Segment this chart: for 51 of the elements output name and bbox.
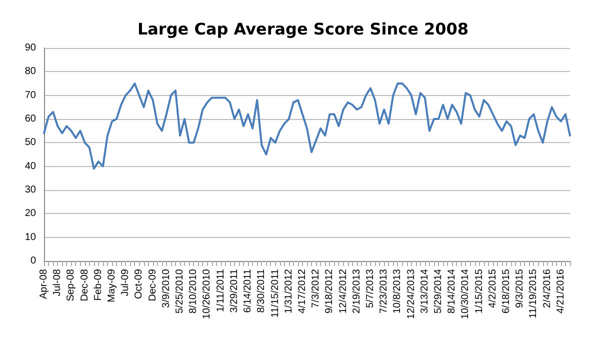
y-tick-label: 20 — [24, 208, 36, 220]
line-series — [43, 82, 571, 170]
y-tick-label: 30 — [24, 184, 36, 196]
x-tick-label: 8/10/2010 — [188, 268, 200, 314]
x-tick-label: 9/18/2012 — [324, 268, 336, 314]
y-tick-label: 10 — [24, 232, 36, 243]
x-tick-label: 10/8/2013 — [392, 268, 404, 314]
x-tick-label: 3/29/2011 — [228, 268, 240, 313]
x-tick-label: 12/24/2013 — [406, 268, 417, 320]
x-tick-label: 7/23/2013 — [378, 268, 390, 314]
y-tick-label: 40 — [24, 160, 36, 172]
x-tick-label: 7/3/2012 — [310, 268, 322, 308]
y-tick-label: 90 — [24, 42, 36, 54]
x-tick-label: 11/15/2011 — [270, 268, 281, 318]
y-tick-label: 50 — [24, 137, 36, 148]
x-tick-label: 1/31/2012 — [283, 268, 294, 314]
x-tick-label: 3/13/2014 — [419, 268, 430, 314]
x-tick-label: 10/26/2010 — [202, 268, 213, 320]
y-tick-label: 60 — [24, 114, 36, 124]
y-tick-label: 70 — [24, 90, 36, 101]
x-tick-label: Dec-09 — [147, 268, 158, 302]
x-tick-label: 9/3/2015 — [514, 268, 526, 308]
x-tick-label: 3/9/2010 — [160, 268, 172, 308]
x-tick-label: 4/21/2016 — [555, 268, 566, 314]
x-tick-label: 11/19/2015 — [528, 268, 540, 318]
x-tick-label: 5/25/2010 — [174, 268, 186, 314]
x-tick-label: 2/19/2013 — [351, 268, 362, 314]
x-tick-label: 1/11/2011 — [215, 268, 226, 312]
x-tick-label: May-09 — [106, 268, 118, 302]
x-tick-label: 12/4/2012 — [338, 268, 349, 314]
x-tick-label: 4/2/2015 — [487, 268, 498, 308]
x-tick-label: 8/30/2011 — [256, 268, 268, 313]
x-tick-label: 8/14/2014 — [446, 268, 458, 314]
x-tick-label: Feb-09 — [92, 268, 104, 301]
x-tick-label: Oct-09 — [134, 268, 145, 300]
chart-title: Large Cap Average Score Since 2008 — [137, 20, 469, 38]
x-tick-label: 5/7/2013 — [364, 268, 376, 308]
x-tick-label: 2/4/2016 — [542, 268, 553, 308]
x-tick-label: Apr-08 — [38, 268, 50, 300]
x-tick-label: 10/30/2014 — [460, 268, 472, 320]
y-tick-label: 0 — [30, 256, 36, 266]
x-tick-label: 5/29/2014 — [433, 268, 444, 314]
x-tick-label: Jul-08 — [52, 268, 64, 296]
x-tick-label: 6/18/2015 — [501, 268, 512, 314]
x-tick-label: Jul-09 — [120, 268, 132, 296]
x-tick-label: Sep-08 — [66, 268, 77, 302]
x-tick-label: Dec-08 — [79, 268, 90, 302]
x-tick-label: 1/15/2015 — [474, 268, 485, 314]
y-tick-label: 80 — [24, 66, 36, 78]
x-tick-label: 6/14/2011 — [242, 268, 254, 313]
x-tick-label: 4/17/2012 — [296, 268, 308, 314]
